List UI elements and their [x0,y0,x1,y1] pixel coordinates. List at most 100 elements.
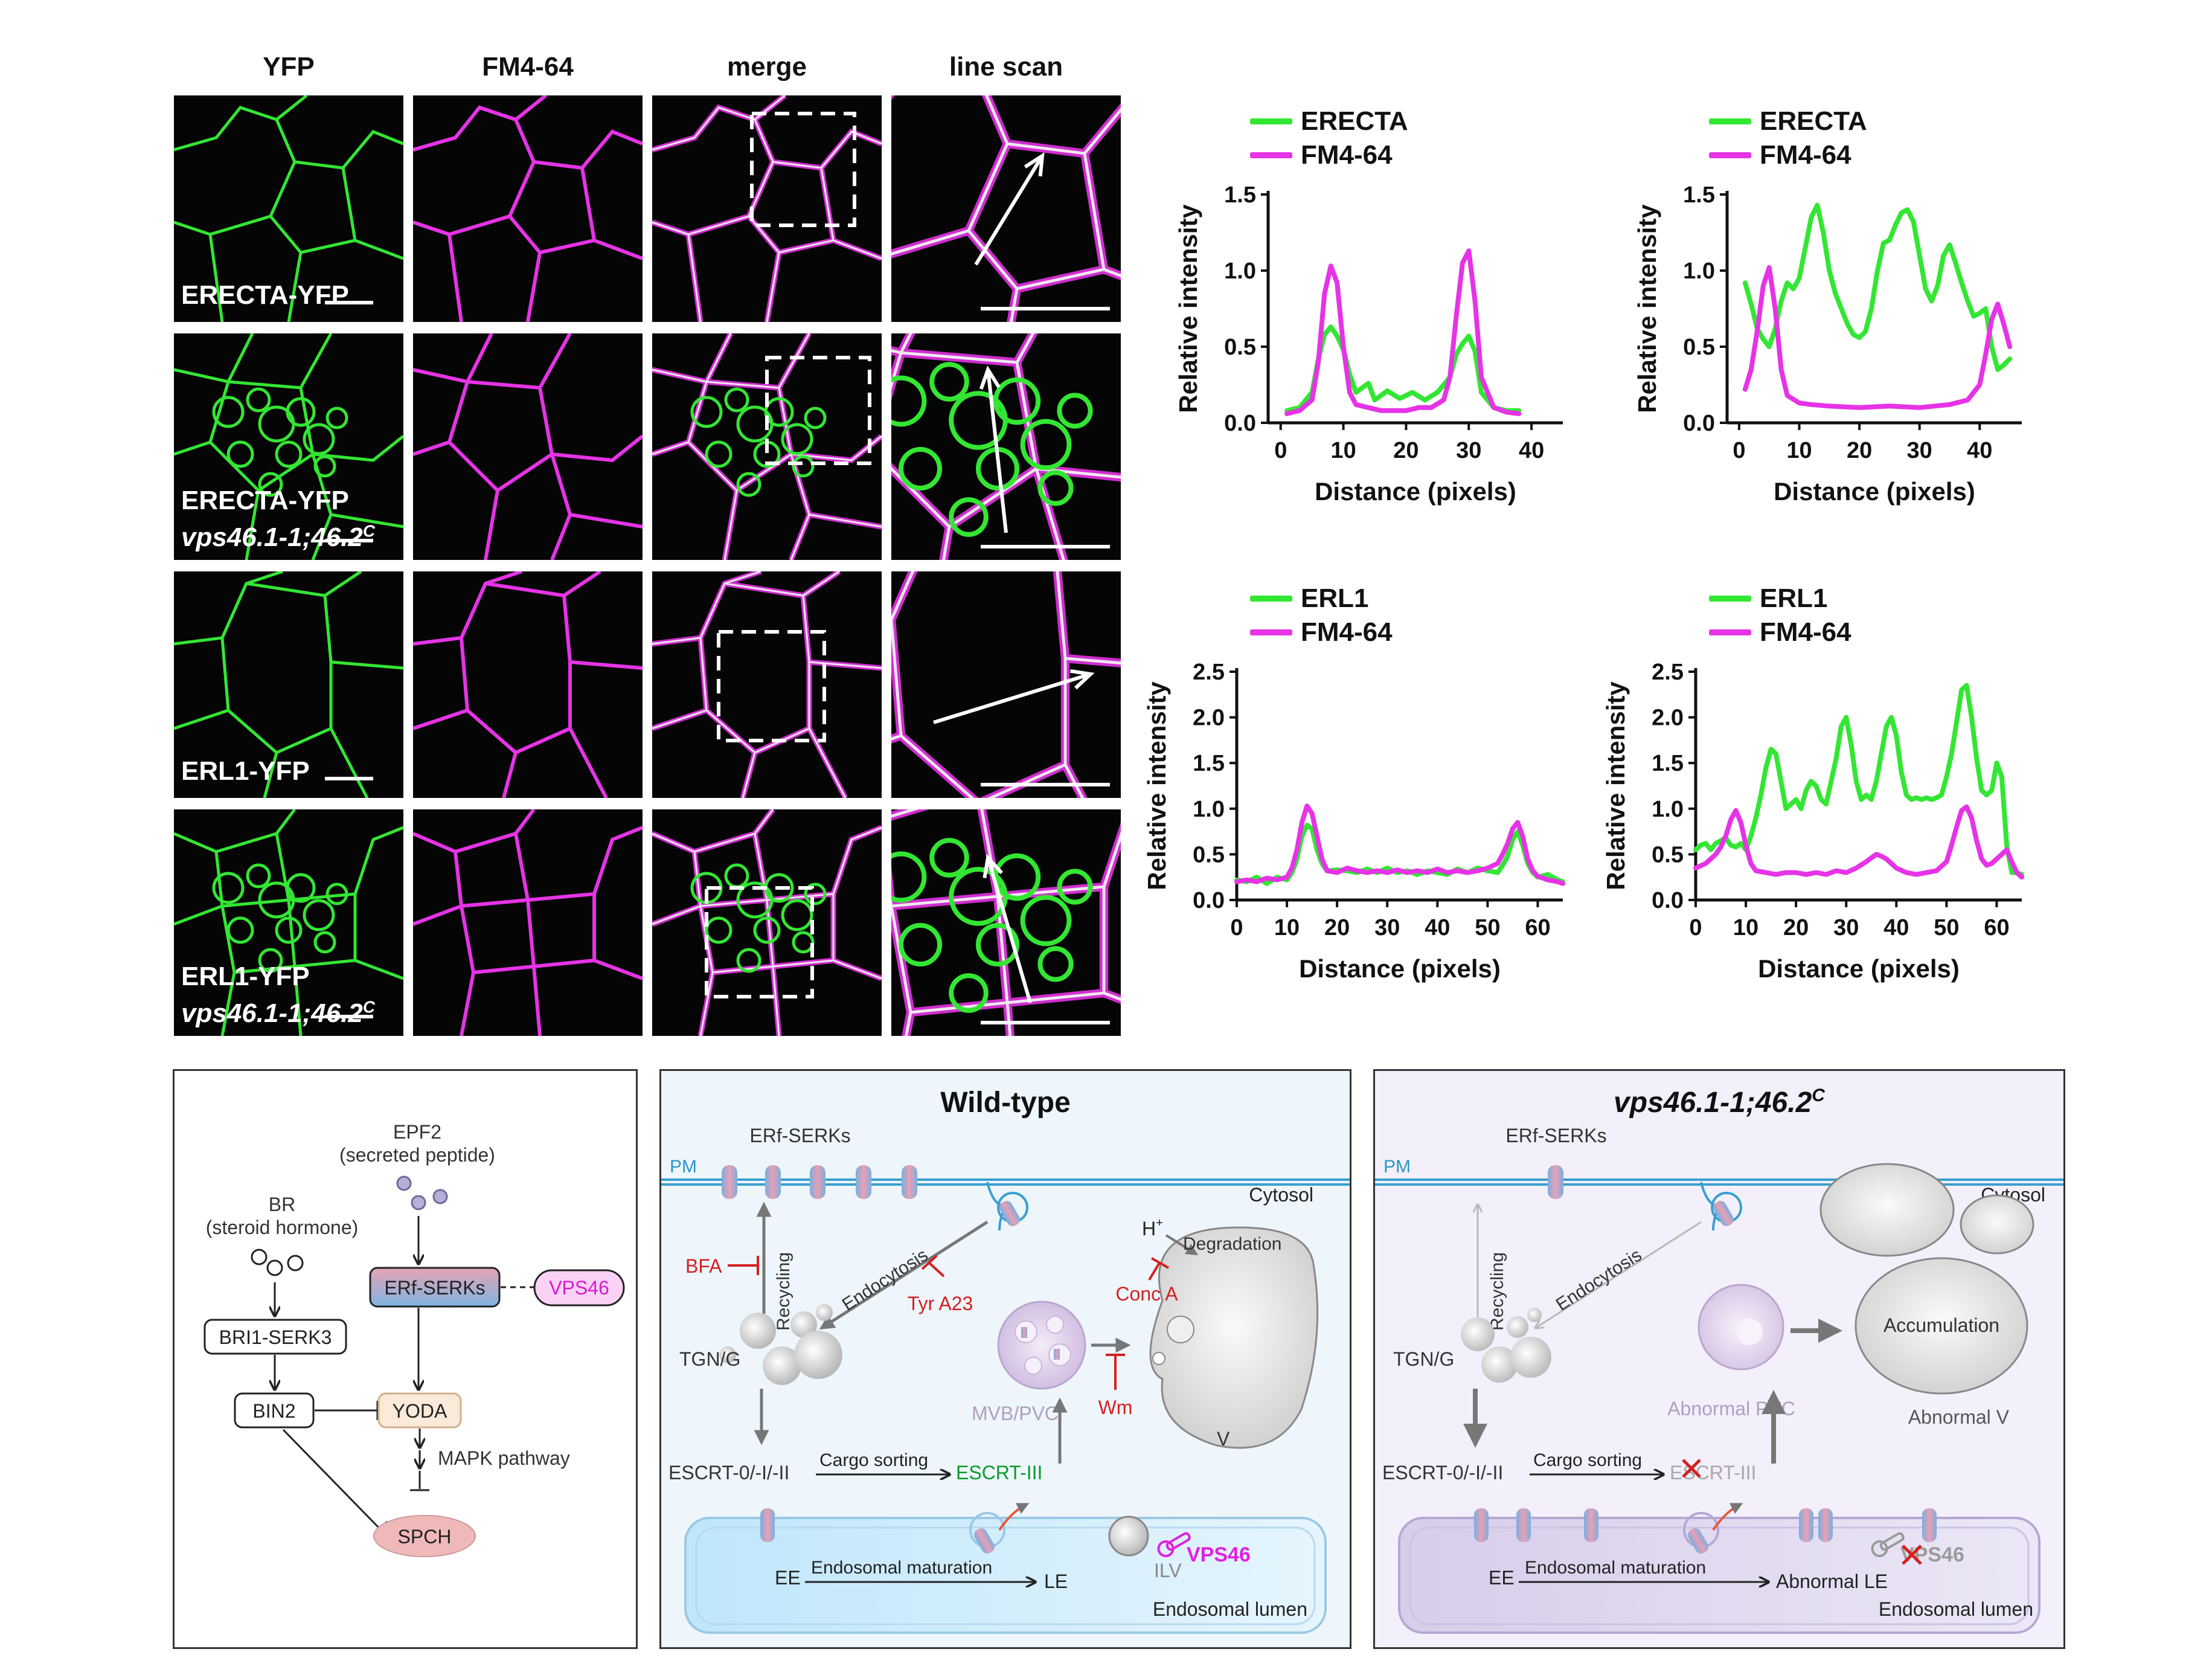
cell-outlines [891,809,1121,1036]
abnormal-pvc-icon [1697,1284,1784,1371]
x-tick-label: 40 [1967,438,1992,463]
recycling-label: Recycling [1487,1252,1507,1331]
x-tick-label: 20 [1324,915,1350,940]
cell-outlines [891,333,1121,560]
micrograph-fm464 [413,809,643,1036]
wm-label: Wm [1098,1397,1133,1418]
series-line-fm4-64 [1693,804,2024,880]
scale-bar [981,783,1110,786]
cell-outlines [652,95,882,322]
col-head-yfp: YFP [263,52,315,82]
y-tick-label: 1.0 [1224,259,1256,284]
x-tick-label: 10 [1330,438,1356,463]
cell-outlines [174,95,403,322]
zoom-region-box [765,356,871,465]
legend-item: FM4-64 [1709,140,1851,170]
le-label: LE [1044,1570,1068,1592]
recycling-label: Recycling [774,1252,793,1331]
cell-outlines [652,809,882,1036]
line-scan-arrow-icon [974,155,1044,266]
vacuole-label: V [1217,1428,1230,1450]
vps46-label: VPS46 [1187,1543,1251,1566]
pm-label: PM [670,1157,697,1177]
ilv-icon [1108,1516,1149,1557]
tgn-vesicles-icon [719,1304,842,1385]
bin2-label: BIN2 [252,1400,295,1422]
x-axis-title: Distance (pixels) [1774,477,1975,506]
sample-label: ERECTA-YFP [181,280,349,310]
vps46-wrench-icon [1871,1532,1905,1557]
x-tick-label: 60 [1525,915,1550,940]
cell-outlines [413,571,643,798]
wildtype-title: Wild-type [940,1087,1071,1119]
x-axis-title: Distance (pixels) [1758,954,1960,983]
line-scan-arrow-icon [986,369,1008,533]
legend-label: FM4-64 [1760,617,1851,647]
micrograph-linescan [891,333,1121,560]
sample-label-line1: ERL1-YFP [181,962,310,991]
y-tick-label: 2.5 [1652,660,1684,685]
micrograph-yfp: ERECTA-YFP [174,95,403,322]
sample-label-line1: ERECTA-YFP [181,280,349,310]
mutant-panel: vps46.1-1;46.2C ERf-SERKs PM Cytosol Rec… [1373,1069,2065,1649]
genotype-label: vps46.1-1;46.2C [181,521,376,552]
scale-bar [981,545,1110,548]
receptor-icon [1548,1165,1563,1199]
cell-outlines [174,333,403,560]
legend-item: ERL1 [1709,583,1827,614]
bri1-serk3-label: BRI1-SERK3 [219,1326,332,1348]
degradation-label: Degradation [1183,1234,1281,1254]
legend-label: ERL1 [1760,583,1828,613]
line-charts: 0 10 20 30 40 0.0 0.5 1.0 1.5 Relative intensity D… [1143,182,2024,983]
y-tick-label: 1.5 [1652,751,1684,776]
cell-outlines [413,809,643,1036]
legend-item: FM4-64 [1709,617,1851,648]
y-tick-label: 0.5 [1224,335,1256,360]
line-scan-arrow-icon [986,857,1032,1003]
x-tick-label: 0 [1733,438,1745,463]
mapk-label: MAPK pathway [438,1447,570,1469]
blocked-x-icon [1682,1459,1701,1478]
tgn-label: TGN/G [679,1348,740,1370]
micrograph-fm464 [413,571,643,798]
x-tick-label: 20 [1847,438,1872,463]
y-tick-label: 0.0 [1224,411,1256,436]
x-tick-label: 0 [1689,915,1702,940]
x-tick-label: 0 [1230,915,1243,940]
y-tick-label: 1.5 [1193,751,1225,776]
sample-label-line1: ERECTA-YFP [181,486,349,515]
cell-outlines [174,571,403,798]
x-tick-label: 50 [1475,915,1500,940]
micrograph-merge [652,333,882,560]
x-tick-label: 30 [1907,438,1932,463]
blocked-x-icon [1902,1545,1922,1565]
epf2-sub-label: (secreted peptide) [339,1144,495,1166]
micrograph-merge [652,571,882,798]
vps46-wrench-icon [1157,1532,1191,1557]
ee-label: EE [1489,1567,1515,1589]
endosome-lumen [684,1517,1327,1634]
epf2-peptide-icon [396,1175,448,1210]
x-tick-label: 10 [1786,438,1812,463]
escrt012-label: ESCRT-0/-I/-II [1382,1462,1503,1484]
series-line-fm4-64 [1284,248,1522,416]
x-tick-label: 20 [1393,438,1419,463]
yoda-label: YODA [393,1400,447,1422]
vps46-node [533,1269,625,1307]
le-label: Abnormal LE [1776,1570,1888,1592]
br-sub-label: (steroid hormone) [206,1217,359,1238]
legend-item: ERECTA [1250,106,1408,137]
x-tick-label: 40 [1519,438,1544,463]
micrograph-linescan [891,809,1121,1036]
br-label: BR [269,1194,295,1215]
y-tick-label: 2.0 [1193,706,1225,731]
x-axis-title: Distance (pixels) [1315,477,1516,506]
micrograph-yfp: ERECTA-YFP vps46.1-1;46.2C [174,333,403,560]
legend-label: ERECTA [1301,106,1408,136]
series-line-erl1 [1693,683,2024,877]
y-tick-label: 1.5 [1683,182,1715,208]
scale-bar [325,777,373,780]
series-line-fm4-64 [1742,265,2013,410]
cargo-sorting-label: Cargo sorting [1533,1450,1642,1470]
x-tick-label: 40 [1883,915,1909,940]
